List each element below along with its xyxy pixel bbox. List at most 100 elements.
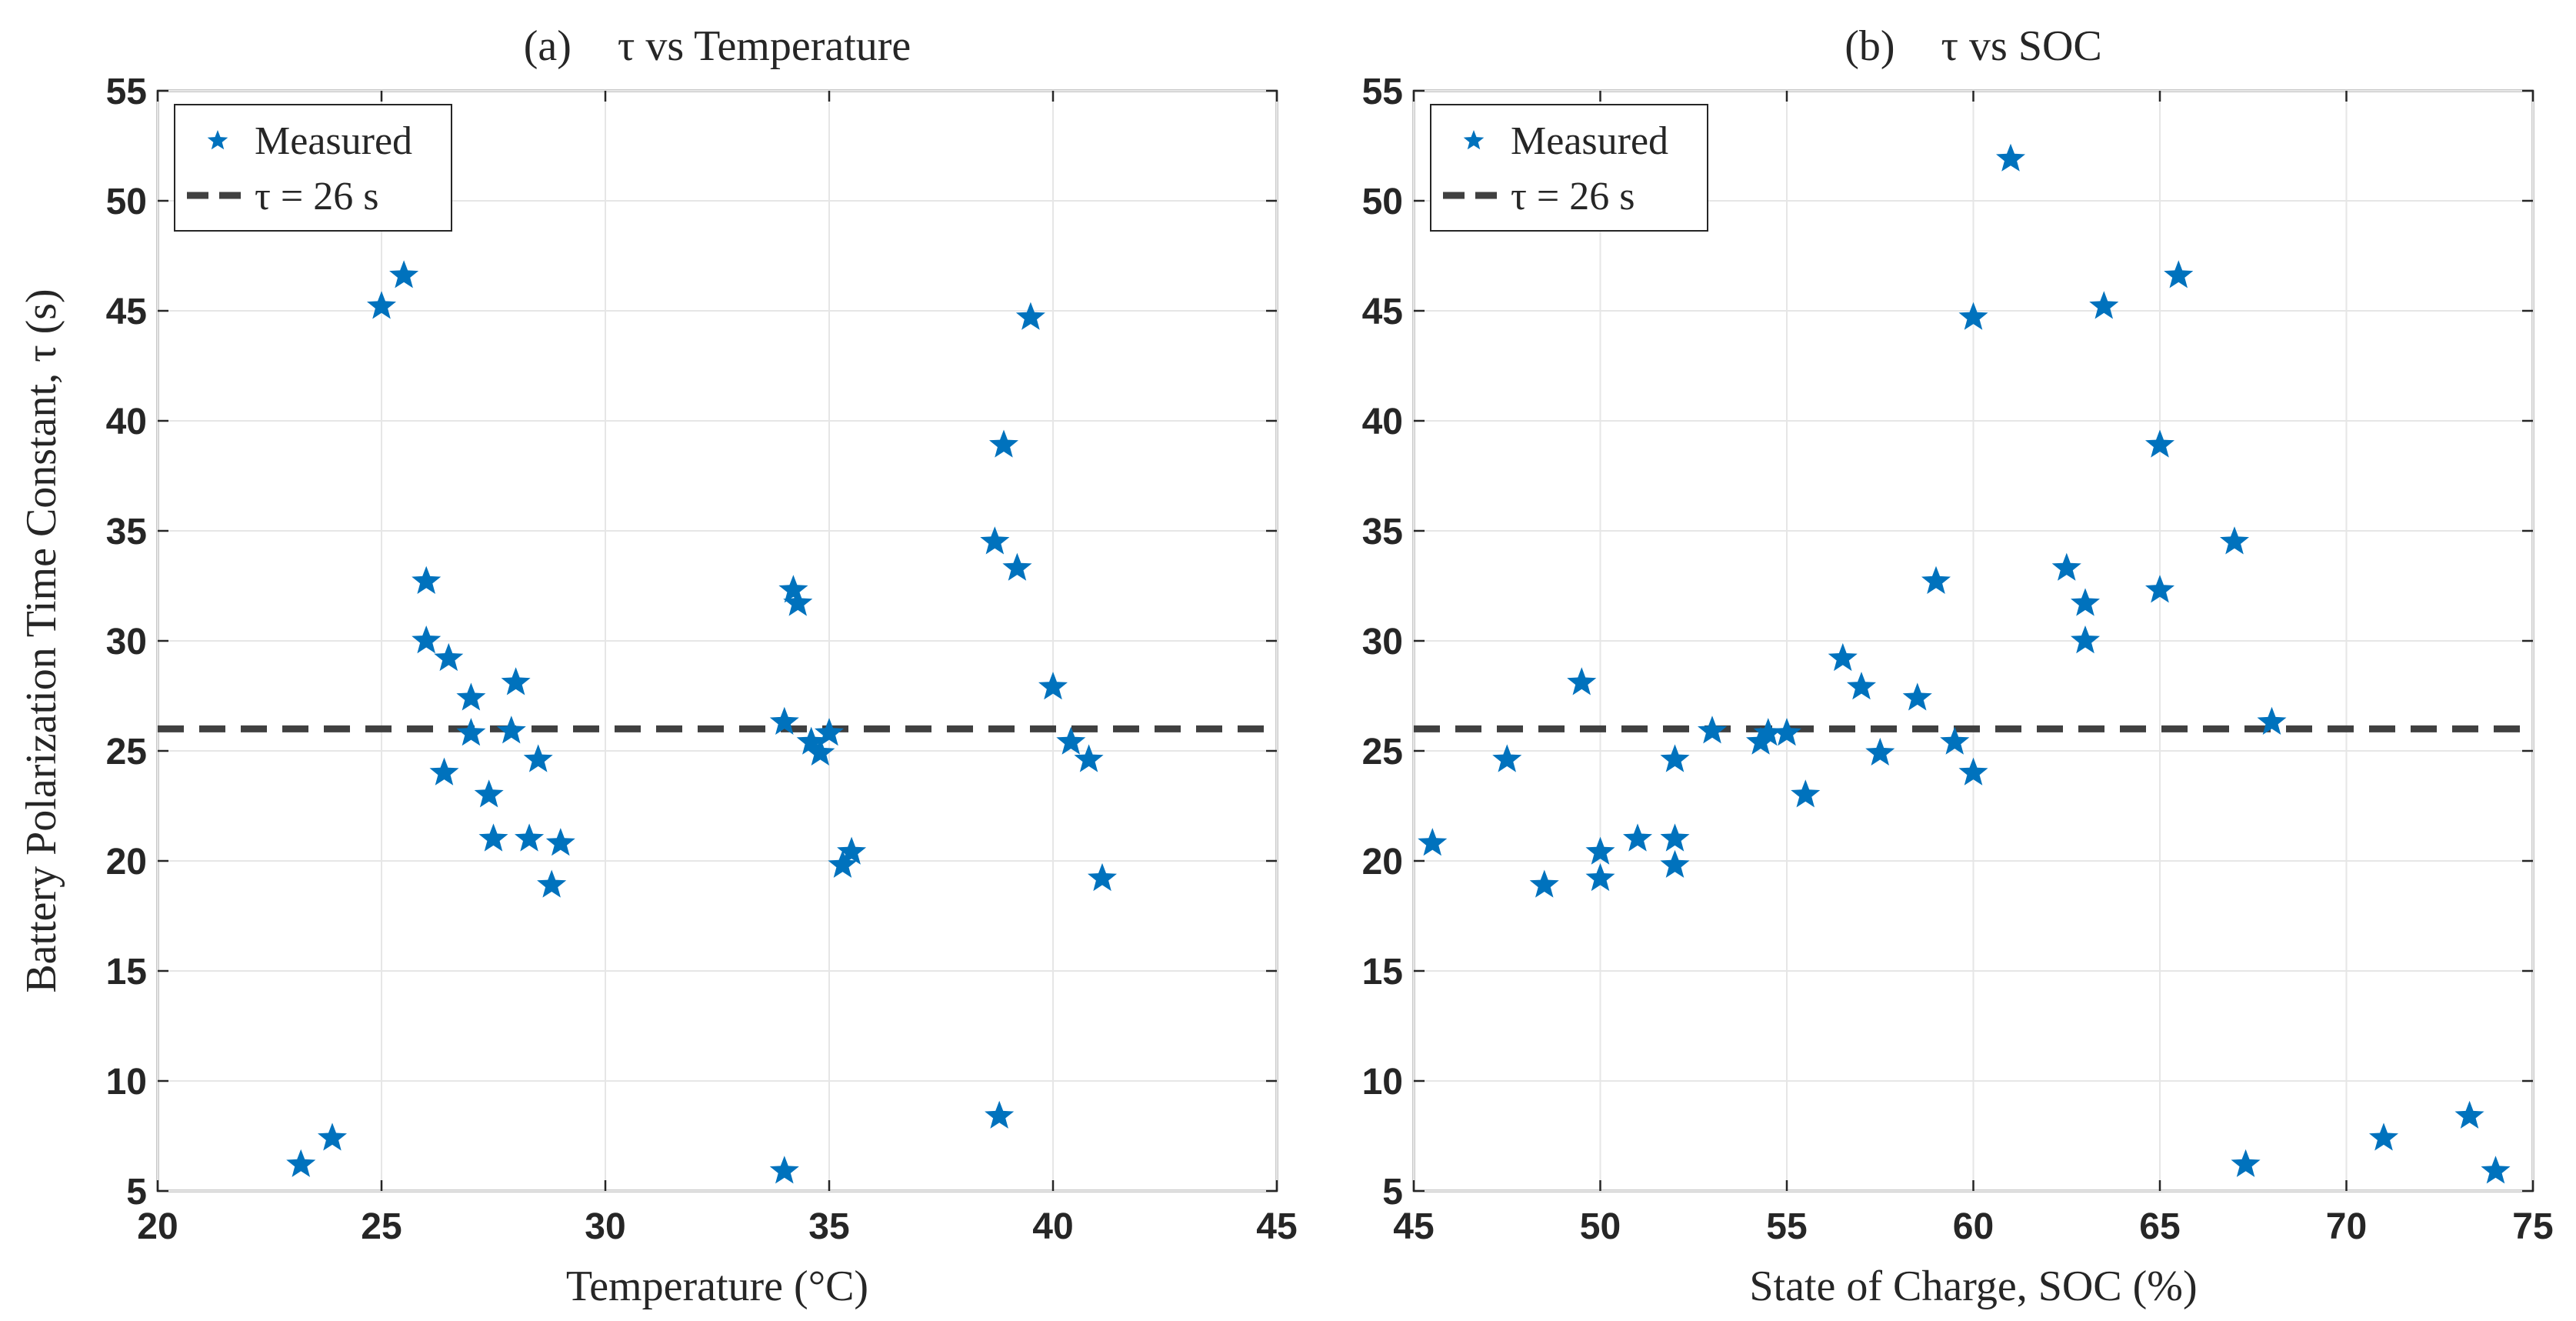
panel-b-title: (b) τ vs SOC [1845,22,2102,70]
x-axis-label-b: State of Charge, SOC (%) [1749,1263,2197,1310]
data-point-star [1056,726,1086,755]
legend-reference-label: τ = 26 s [1511,175,1635,218]
y-tick-label: 15 [106,952,147,992]
y-tick-label: 35 [1362,512,1403,552]
y-axis-label: Battery Polarization Time Constant, τ (s… [18,289,65,992]
y-tick-label: 35 [106,512,147,552]
data-point-star [515,823,545,852]
y-tick-label: 25 [1362,732,1403,772]
data-point-star [1492,744,1522,772]
legend-b: Measured τ = 26 s [1430,104,1708,232]
data-point-star [2145,575,2174,603]
data-point-star [989,429,1018,458]
data-point-star [389,260,419,289]
y-tick-label: 5 [1382,1172,1403,1213]
points-a [286,260,1117,1184]
x-tick-label: 45 [1393,1206,1434,1247]
y-tick-label: 5 [126,1172,147,1213]
y-tick-label: 30 [1362,622,1403,662]
x-tick-label: 55 [1766,1206,1807,1247]
data-point-star [2454,1100,2484,1129]
panel-a: 20 25 30 35 40 45 5 10 15 20 25 30 35 40 45 50 55 (a) τ v… [18,22,1298,1310]
x-tick-label: 30 [585,1206,625,1247]
legend-star-icon [207,130,228,150]
data-point-star [318,1123,347,1151]
data-point-star [1921,565,1951,594]
legend-box [1430,104,1708,232]
data-point-star [1660,823,1690,852]
panel-b: 45 50 55 60 65 70 75 5 10 15 20 25 30 35 40 45 50 55 (b) τ… [1362,22,2554,1310]
data-point-star [1015,302,1045,330]
x-tick-label: 45 [1256,1206,1297,1247]
legend-reference-label: τ = 26 s [255,175,378,218]
data-point-star [412,565,442,594]
data-point-star [985,1100,1015,1129]
data-point-star [1074,744,1104,772]
legend-box [174,104,452,232]
data-point-star [545,828,575,856]
data-point-star [1088,862,1117,892]
data-point-star [1791,779,1821,808]
y-tick-label: 50 [1362,182,1403,222]
data-point-star [1753,718,1783,746]
data-point-star [783,588,813,616]
data-point-star [805,737,835,766]
x-tick-label: 65 [2139,1206,2180,1247]
data-point-star [2089,291,2119,319]
data-point-star [1623,823,1652,852]
data-point-star [769,706,799,735]
data-point-star [1698,716,1727,744]
data-point-star [456,718,486,746]
data-point-star [1567,667,1597,696]
x-tick-label: 40 [1032,1206,1073,1247]
grid-a [157,90,1278,1192]
legend-measured-label: Measured [1511,119,1668,163]
data-point-star [2369,1123,2398,1151]
ticks-b: 45 50 55 60 65 70 75 5 10 15 20 25 30 35 40 45 50 55 [1362,72,2554,1247]
data-point-star [1002,552,1032,581]
data-point-star [1865,737,1895,766]
y-tick-label: 45 [106,292,147,332]
x-tick-label: 25 [361,1206,402,1247]
data-point-star [412,625,442,654]
panel-label: (b) [1845,22,1895,70]
data-point-star [778,575,808,603]
data-point-star [2145,429,2174,458]
data-point-star [1529,869,1559,898]
y-tick-label: 20 [1362,842,1403,882]
data-point-star [1585,862,1615,892]
data-point-star [2257,706,2287,735]
panel-title-text: τ vs SOC [1941,22,2102,70]
data-point-star [837,836,867,865]
data-point-star [1958,757,1988,786]
data-point-star [828,849,858,878]
x-tick-label: 50 [1580,1206,1621,1247]
y-tick-label: 10 [106,1062,147,1103]
x-tick-label: 20 [137,1206,178,1247]
data-point-star [2164,260,2194,289]
data-point-star [2071,588,2100,616]
data-point-star [429,757,459,786]
data-point-star [286,1149,316,1177]
points-b [1418,143,2511,1184]
x-axis-label-a: Temperature (°C) [566,1263,868,1310]
data-point-star [2071,625,2100,654]
data-point-star [1585,836,1615,865]
data-point-star [796,726,826,755]
panel-a-title: (a) τ vs Temperature [524,22,911,70]
y-tick-label: 30 [106,622,147,662]
data-point-star [496,716,526,744]
y-tick-label: 45 [1362,292,1403,332]
x-tick-label: 35 [808,1206,849,1247]
data-point-star [1828,642,1858,672]
y-tick-label: 10 [1362,1062,1403,1103]
x-tick-label: 70 [2326,1206,2367,1247]
y-tick-label: 25 [106,732,147,772]
y-tick-label: 55 [106,72,147,112]
data-point-star [1847,672,1876,700]
panel-label: (a) [524,22,572,70]
y-tick-label: 20 [106,842,147,882]
data-point-star [1940,726,1970,755]
panel-title-text: τ vs Temperature [618,22,911,70]
